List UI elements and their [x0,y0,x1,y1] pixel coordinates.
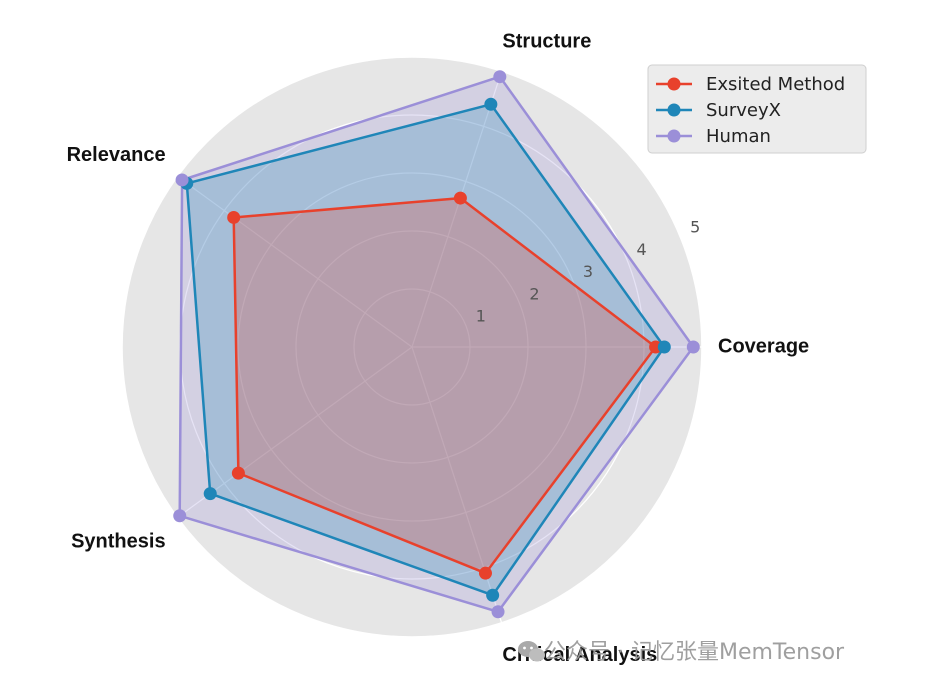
radial-tick-label: 1 [476,306,486,325]
watermark: 公众号 · 记忆张量MemTensor [518,640,845,665]
data-point [173,509,187,523]
radial-tick-label: 3 [583,262,593,281]
radial-tick-labels: 1 2 3 4 5 [476,218,701,326]
data-point [453,191,467,205]
wechat-icon [518,641,545,662]
data-point [203,487,217,501]
series-fill [186,104,665,596]
data-point [478,566,492,580]
watermark-text: 公众号 · 记忆张量MemTensor [544,640,845,665]
series-line [178,75,695,614]
legend-item: Exsited Method [656,74,845,95]
series-layer [173,70,700,619]
data-point [484,97,498,111]
polar-grid [121,56,703,638]
data-point [657,340,671,354]
data-point [493,70,507,84]
grid-spoke-2 [177,176,413,348]
radial-tick-label: 5 [690,218,700,237]
legend-swatch-marker [667,129,681,143]
data-point [227,210,241,224]
data-point [486,588,500,602]
axis-label-synthesis: Synthesis [71,531,165,553]
radial-tick-label: 4 [636,240,646,259]
legend-item: SurveyX [656,100,781,121]
legend: Exsited Method SurveyX Human [647,64,867,154]
axis-label-coverage: Coverage [718,335,809,357]
data-point [175,173,189,187]
series-line [185,103,666,597]
series-fill [233,198,656,574]
legend-swatch-marker [667,77,681,91]
radial-tick-label: 2 [529,284,539,303]
data-point [491,605,505,619]
data-point [231,466,245,480]
legend-swatch-marker [667,103,681,117]
axis-labels: CoverageStructureRelevanceSynthesisCriti… [67,31,810,666]
data-point [686,340,700,354]
legend-label: Exsited Method [706,74,845,95]
legend-frame [647,64,867,154]
grid-spoke-3 [177,346,413,518]
legend-label: Human [706,126,771,147]
axis-label-structure: Structure [502,31,591,53]
legend-item: Human [656,126,771,147]
axis-label-relevance: Relevance [67,144,166,166]
grid-spoke-1 [411,71,503,348]
series-line [232,196,657,575]
legend-label: SurveyX [706,100,781,121]
